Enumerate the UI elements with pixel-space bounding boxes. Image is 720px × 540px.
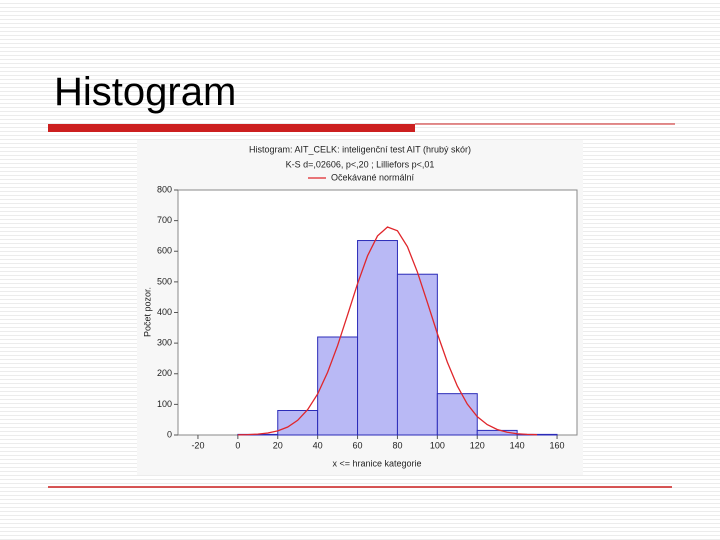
y-tick-label: 700 — [157, 215, 172, 225]
y-tick-label: 400 — [157, 307, 172, 317]
y-axis-label: Počet pozor. — [142, 287, 152, 337]
chart-subtitle: K-S d=,02606, p<,20 ; Lilliefors p<,01 — [286, 159, 435, 169]
y-tick-label: 100 — [157, 399, 172, 409]
title-bar — [48, 124, 415, 132]
legend-label: Očekávané normální — [331, 172, 415, 182]
plot: 0 100 200 300 400 500 600 700 800 -20 0 20 40 60 80 100… — [157, 172, 565, 450]
histogram-bar — [357, 240, 398, 436]
x-tick-label: 0 — [235, 440, 240, 450]
histogram-bar — [476, 429, 518, 436]
x-tick-label: 80 — [392, 440, 402, 450]
chart-title: Histogram: AIT_CELK: inteligenční test A… — [249, 144, 471, 154]
x-tick-label: 120 — [470, 440, 485, 450]
normal-curve — [237, 226, 538, 436]
y-tick-label: 800 — [157, 184, 172, 194]
x-tick-label: 40 — [313, 440, 323, 450]
x-tick-label: 140 — [510, 440, 525, 450]
y-tick-label: 0 — [167, 429, 172, 439]
y-tick-label: 300 — [157, 338, 172, 348]
histogram-bar — [396, 273, 438, 436]
x-axis-label: x <= hranice kategorie — [332, 458, 421, 468]
x-tick-label: 60 — [353, 440, 363, 450]
slide-title: Histogram — [54, 70, 237, 114]
histogram-bar — [277, 410, 319, 436]
x-tick-label: 20 — [273, 440, 283, 450]
histogram-bar — [317, 336, 359, 436]
histogram-bar — [436, 393, 478, 436]
y-tick-label: 200 — [157, 368, 172, 378]
x-tick-label: -20 — [191, 440, 204, 450]
x-tick-label: 100 — [430, 440, 445, 450]
y-tick-label: 500 — [157, 276, 172, 286]
y-tick-label: 600 — [157, 246, 172, 256]
x-tick-label: 160 — [550, 440, 565, 450]
